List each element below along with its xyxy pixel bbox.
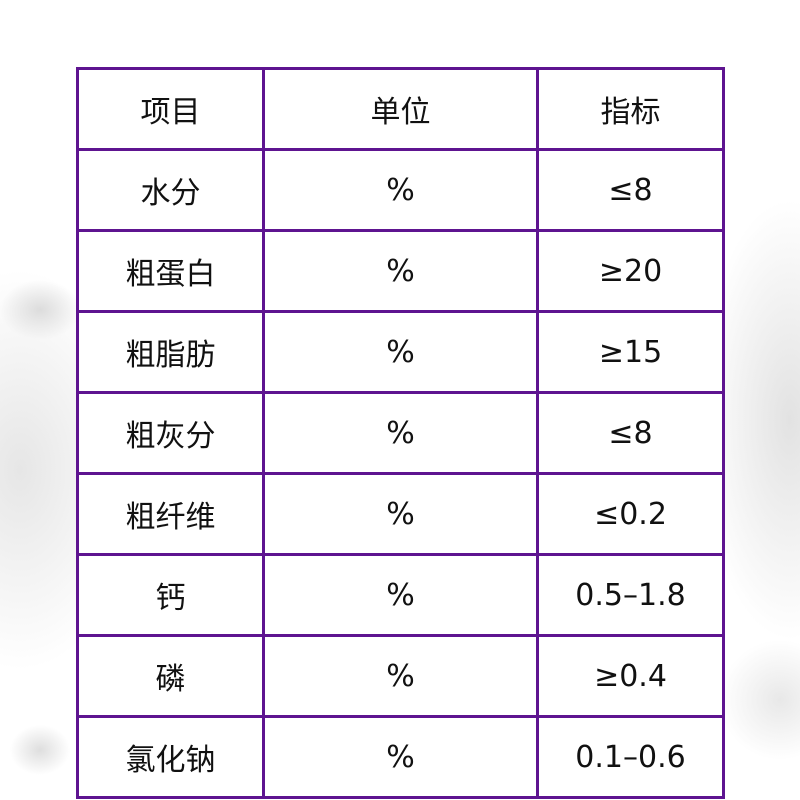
cell-spec: ≤8	[536, 391, 725, 475]
cell-spec: ≥0.4	[536, 634, 725, 718]
header-unit: 单位	[262, 67, 539, 151]
table-row: 粗灰分% ≤8	[76, 391, 725, 475]
header-spec: 指标	[536, 67, 725, 151]
cell-unit: %	[262, 310, 539, 394]
table-row: 粗脂肪% ≥15	[76, 310, 725, 394]
header-item: 项目	[76, 67, 265, 151]
cell-unit: %	[262, 148, 539, 232]
table-row: 氯化钠% 0.1–0.6	[76, 715, 725, 799]
table-row: 粗蛋白% ≥20	[76, 229, 725, 313]
cell-item: 氯化钠	[76, 715, 265, 799]
cell-spec: ≤0.2	[536, 472, 725, 556]
table-row: 钙% 0.5–1.8	[76, 553, 725, 637]
cell-spec: 0.5–1.8	[536, 553, 725, 637]
cell-item: 粗灰分	[76, 391, 265, 475]
cell-unit: %	[262, 553, 539, 637]
cell-item: 磷	[76, 634, 265, 718]
cell-item: 水分	[76, 148, 265, 232]
cell-unit: %	[262, 715, 539, 799]
cell-spec: 0.1–0.6	[536, 715, 725, 799]
cell-unit: %	[262, 229, 539, 313]
cell-unit: %	[262, 472, 539, 556]
nutrition-table: 项目 单位 指标 水分% ≤8 粗蛋白% ≥20 粗脂肪% ≥15 粗灰分% ≤8 粗纤维% ≤0…	[76, 67, 725, 799]
table-row: 粗纤维% ≤0.2	[76, 472, 725, 556]
table-row: 磷% ≥0.4	[76, 634, 725, 718]
cell-item: 粗纤维	[76, 472, 265, 556]
table-header-row: 项目 单位 指标	[76, 67, 725, 151]
cell-item: 钙	[76, 553, 265, 637]
cell-item: 粗蛋白	[76, 229, 265, 313]
cell-unit: %	[262, 634, 539, 718]
cell-unit: %	[262, 391, 539, 475]
cell-spec: ≥15	[536, 310, 725, 394]
cell-spec: ≥20	[536, 229, 725, 313]
table-row: 水分% ≤8	[76, 148, 725, 232]
cell-spec: ≤8	[536, 148, 725, 232]
cell-item: 粗脂肪	[76, 310, 265, 394]
